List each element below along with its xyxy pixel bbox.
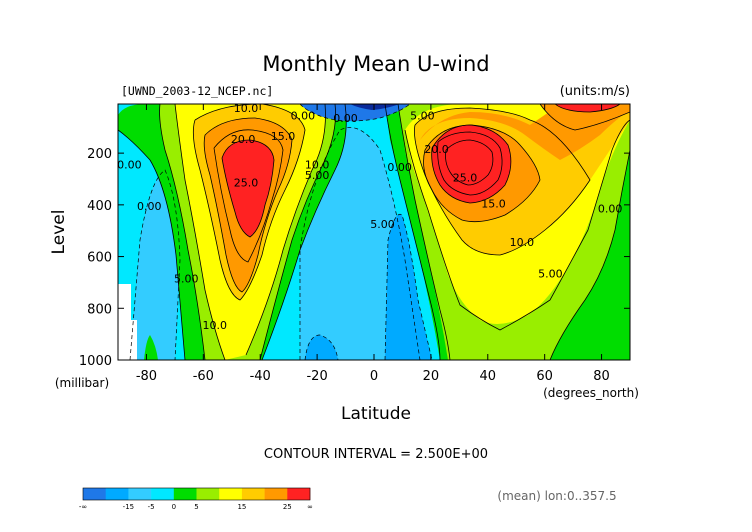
y-tick-label: 200	[87, 147, 112, 162]
contour-labels: 10.020.0 15.025.010.05.000.00 0.00 5.000.00…	[117, 102, 623, 332]
colorbar-swatch	[241, 488, 265, 500]
x-unit-label: (degrees_north)	[543, 386, 639, 400]
contour-label: 20.0	[231, 133, 256, 146]
contour-label: 10.0	[305, 159, 330, 172]
band-top-dark	[350, 104, 400, 110]
colorbar-swatch	[83, 488, 106, 500]
y-tick-label: 1000	[79, 354, 112, 369]
x-tick-label: -60	[193, 369, 214, 384]
y-tick-label: 400	[87, 199, 112, 214]
y-axis-label: Level	[49, 210, 69, 255]
contour-label: 15.0	[481, 197, 506, 210]
colorbar-swatch	[151, 488, 175, 500]
band-north-top-orange	[540, 104, 630, 130]
colorbar-label: ∞	[307, 503, 313, 511]
band-tropical-blue	[385, 214, 432, 360]
band-south-pole-green	[144, 335, 158, 360]
y-tick-label: 600	[87, 251, 112, 266]
y-tick-label: 800	[87, 302, 112, 317]
x-tick-label: 60	[536, 369, 553, 384]
contour-label: 0.00	[117, 159, 142, 172]
contour-label: 5.00	[174, 272, 199, 285]
band-north-red	[431, 125, 511, 203]
x-tick-label: -40	[250, 369, 271, 384]
units-label: (units:m/s)	[560, 84, 630, 99]
colorbar: -∞ -15 -5 0 5 15 25 ∞	[79, 487, 313, 511]
contour-label: 10.0	[202, 319, 227, 332]
contour-label: 25.0	[234, 177, 259, 190]
x-tick-label: 80	[593, 369, 610, 384]
colorbar-label: -∞	[79, 503, 87, 511]
contour-label: 25.0	[453, 172, 478, 185]
contour-label: 5.00	[305, 169, 330, 182]
colorbar-label: 0	[172, 503, 176, 511]
x-tick-label: 20	[423, 369, 440, 384]
y-unit-label: (millibar)	[55, 376, 109, 390]
colorbar-label: 5	[194, 503, 198, 511]
colorbar-swatch	[128, 488, 152, 500]
contour-label: 0.00	[598, 203, 623, 216]
x-tick-label: -20	[306, 369, 327, 384]
contour-label: 15.0	[271, 130, 296, 143]
contour-label: 10.0	[234, 102, 259, 115]
colorbar-label: -5	[148, 503, 155, 511]
y-axis: 200 400 600 800 1000	[79, 147, 630, 369]
file-label: [UWND_2003-12_NCEP.nc]	[121, 84, 273, 98]
plot-area: 10.020.0 15.025.010.05.000.00 0.00 5.000.00…	[117, 102, 630, 360]
contour-interval-text: CONTOUR INTERVAL = 2.500E+00	[264, 447, 488, 462]
colorbar-swatch	[264, 488, 288, 500]
x-tick-label: -80	[136, 369, 157, 384]
footer-text: (mean) lon:0..357.5	[497, 489, 616, 503]
colorbar-frame	[82, 487, 311, 501]
band-south-red	[222, 140, 274, 237]
x-axis: -80 -60 -40 -20 0 20 40 60 80	[136, 104, 610, 384]
colorbar-swatch	[196, 488, 220, 500]
colorbar-swatch	[219, 488, 243, 500]
contour-label: 0.00	[333, 112, 358, 125]
x-axis-label: Latitude	[341, 404, 411, 424]
contour-label: 0.00	[387, 161, 412, 174]
contour-label: 5.00	[410, 110, 435, 123]
contour-lines	[118, 104, 630, 360]
contour-label: 0.00	[137, 200, 162, 213]
contour-lines-negative	[129, 104, 433, 360]
chart-title: Monthly Mean U-wind	[262, 52, 489, 76]
band-south-light-blue	[130, 170, 180, 360]
colorbar-label: 15	[237, 503, 246, 511]
contour-label: 10.0	[510, 236, 535, 249]
contour-label: 20.0	[424, 143, 449, 156]
x-tick-label: 40	[480, 369, 497, 384]
contour-label: 0.00	[291, 110, 316, 123]
colorbar-swatch	[287, 488, 311, 500]
x-tick-label: 0	[370, 369, 378, 384]
colorbar-label: -15	[123, 503, 134, 511]
contour-label: 5.00	[538, 267, 563, 280]
contour-label: 5.00	[370, 218, 395, 231]
colorbar-swatch	[173, 488, 197, 500]
missing-data-notch	[118, 284, 137, 360]
colorbar-label: 25	[283, 503, 292, 511]
colorbar-swatch	[105, 488, 129, 500]
